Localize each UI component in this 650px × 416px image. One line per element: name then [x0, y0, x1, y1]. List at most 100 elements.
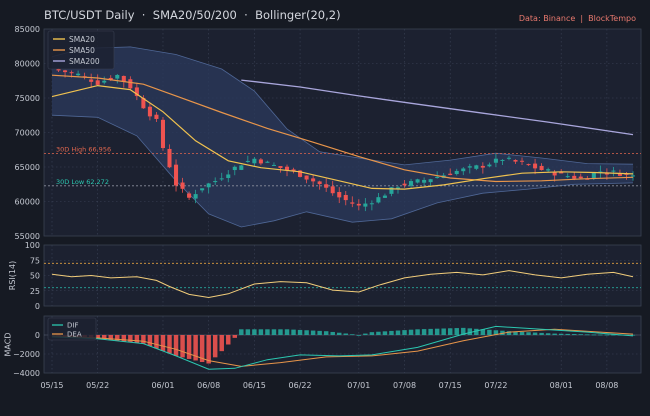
candle-body: [480, 165, 485, 168]
candle-body: [304, 175, 309, 180]
candle-body: [552, 172, 557, 176]
macd-histogram-bar: [434, 328, 440, 335]
macd-dif-line: [51, 325, 634, 370]
macd-histogram-bar: [212, 335, 218, 358]
y-tick-label: 65000: [15, 163, 40, 172]
macd-histogram-bar: [239, 329, 244, 335]
candle-body: [265, 161, 270, 163]
candle-body: [624, 173, 629, 175]
candle-body: [291, 169, 296, 172]
y-tick-label: 85000: [15, 25, 40, 34]
candle-body: [572, 175, 577, 179]
x-tick-label: 06/15: [243, 381, 266, 390]
candle-body: [422, 179, 427, 183]
candle-body: [519, 160, 525, 162]
y-tick-label: 75000: [15, 94, 40, 103]
rsi-panel: [43, 244, 642, 307]
macd-histogram-bar: [95, 335, 100, 339]
sma200-line: [241, 79, 634, 136]
x-tick-label: 07/15: [439, 381, 462, 390]
macd-histogram-bar: [265, 329, 270, 335]
thirty-day-high-label: 30D High 66,956: [56, 146, 111, 154]
macd-histogram-bar: [480, 329, 486, 335]
macd-histogram-bar: [376, 331, 381, 335]
legend-label-sma200: SMA200: [69, 57, 100, 66]
rsi-axis-label: RSI(14): [7, 260, 17, 291]
macd-histogram-bar: [186, 335, 192, 359]
bollinger-band-fill: [52, 46, 633, 228]
candle-body: [376, 197, 381, 203]
macd-histogram-bar: [291, 329, 296, 335]
candle-body: [115, 74, 120, 79]
y-tick-label: 70000: [15, 129, 40, 138]
macd-histogram-bar: [545, 333, 551, 335]
macd-histogram-bar: [350, 334, 355, 336]
macd-histogram-bar: [402, 330, 407, 335]
candle-body: [565, 176, 570, 178]
candle-body: [128, 79, 133, 89]
macd-histogram-bar: [506, 331, 512, 335]
macd-histogram-bar: [519, 331, 525, 335]
macd-histogram-bar: [330, 331, 335, 335]
candle-body: [395, 187, 401, 190]
candle-body: [95, 80, 100, 85]
macd-histogram-bar: [141, 335, 146, 344]
bollinger-lower-line: [51, 114, 634, 228]
candle-body: [134, 87, 139, 97]
legend-label-sma20: SMA20: [69, 35, 95, 44]
candle-body: [63, 70, 68, 73]
candle-body: [546, 169, 551, 171]
candle-body: [493, 158, 498, 163]
candle-body: [252, 158, 257, 164]
candle-body: [533, 163, 538, 169]
macd-axis-label: MACD: [3, 332, 13, 357]
macd-histogram-bar: [421, 329, 427, 335]
candle-body: [428, 179, 433, 183]
candle-body: [154, 114, 159, 119]
x-tick-label: 05/15: [40, 381, 63, 390]
chart-title: BTC/USDT Daily · SMA20/50/200 · Bollinge…: [44, 8, 341, 22]
macd-histogram-bar: [487, 329, 492, 335]
candle-body: [343, 194, 348, 201]
candle-body: [187, 193, 192, 198]
candle-body: [167, 148, 172, 168]
macd-histogram-bar: [578, 334, 584, 336]
macd-histogram-bar: [441, 328, 446, 335]
macd-histogram-bar: [461, 327, 466, 335]
bollinger-upper-line: [51, 46, 634, 166]
macd-histogram-bar: [310, 330, 316, 335]
y-tick-label: 60000: [15, 198, 40, 207]
candle-body: [147, 106, 152, 117]
macd-histogram-bar: [304, 330, 309, 335]
candle-body: [369, 203, 374, 205]
candle-body: [324, 184, 329, 188]
macd-histogram-bar: [363, 333, 368, 335]
macd-histogram-bar: [160, 335, 166, 351]
candle-body: [591, 173, 596, 179]
candle-body: [141, 97, 146, 109]
macd-histogram-bar: [474, 328, 479, 335]
candle-body: [108, 77, 113, 80]
macd-histogram-bar: [598, 334, 603, 336]
candle-body: [356, 203, 361, 206]
candle-body: [363, 203, 368, 207]
macd-histogram-bar: [115, 335, 120, 341]
macd-histogram-bar: [180, 335, 185, 358]
candle-body: [258, 159, 263, 164]
macd-histogram-bar: [552, 333, 557, 335]
macd-histogram-bar: [356, 335, 362, 336]
candle-body: [539, 165, 544, 171]
candle-body: [56, 68, 61, 71]
macd-histogram-bar: [389, 330, 394, 335]
sma20-line: [51, 84, 634, 190]
candle-body: [389, 187, 394, 194]
candle-body: [402, 183, 407, 186]
candle-body: [284, 166, 290, 171]
candle-body: [213, 181, 218, 183]
macd-histogram-bar: [317, 330, 322, 335]
macd-histogram-bar: [585, 334, 590, 336]
macd-histogram-bar: [101, 335, 107, 340]
candle-body: [415, 179, 420, 183]
candle-body: [206, 183, 211, 188]
macd-histogram-bar: [467, 328, 473, 335]
